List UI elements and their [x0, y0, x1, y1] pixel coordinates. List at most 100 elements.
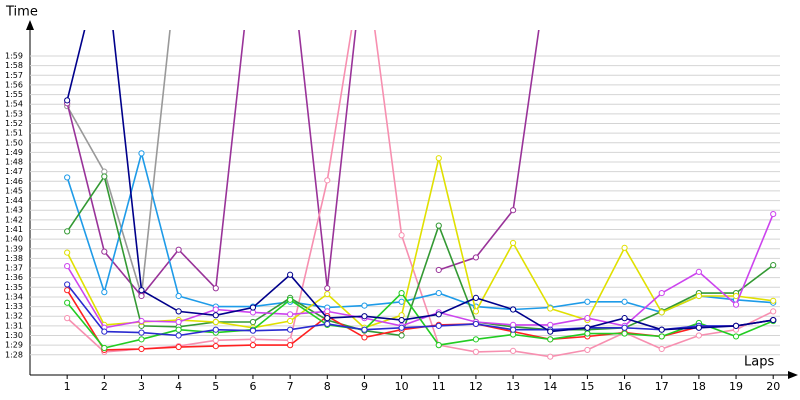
data-point [732, 292, 740, 300]
data-point [287, 311, 294, 318]
x-tick-label: 20 [766, 380, 780, 393]
y-tick-label: 1:33 [5, 302, 23, 311]
x-tick-label: 17 [655, 380, 669, 393]
y-tick-label: 1:37 [5, 264, 23, 273]
data-point [138, 292, 145, 300]
y-tick-label: 1:29 [5, 341, 23, 350]
data-point [621, 324, 628, 331]
y-tick-label: 1:58 [5, 61, 23, 70]
x-tick-label: 4 [175, 380, 182, 393]
data-point [472, 254, 480, 261]
y-tick-label: 1:40 [5, 235, 23, 244]
y-tick-label: 1:48 [5, 158, 23, 167]
data-point [212, 318, 219, 326]
data-point [138, 317, 145, 325]
series-line [66, 291, 774, 349]
data-point [175, 246, 182, 253]
data-point [509, 326, 517, 333]
data-point [175, 326, 182, 333]
data-point [64, 97, 71, 104]
data-point [509, 347, 517, 355]
data-point [435, 342, 442, 349]
data-point [547, 336, 554, 343]
data-point [287, 326, 294, 333]
series-line [66, 30, 171, 296]
x-tick-label: 6 [249, 380, 256, 393]
y-axis-arrow [26, 20, 34, 30]
y-tick-label: 1:35 [5, 283, 23, 292]
data-point [621, 244, 628, 251]
y-tick-label: 1:28 [5, 350, 23, 359]
x-tick-label: 5 [212, 380, 219, 393]
y-tick-label: 1:55 [5, 90, 23, 99]
data-point [324, 320, 331, 328]
data-point [249, 327, 257, 334]
x-tick-label: 12 [469, 380, 483, 393]
y-tick-label: 1:32 [5, 312, 23, 321]
y-tick-label: 1:36 [5, 273, 23, 282]
data-point [324, 285, 331, 292]
data-point [212, 285, 219, 292]
data-point [64, 228, 71, 235]
data-point [287, 271, 294, 278]
data-point [732, 322, 740, 329]
data-point [64, 263, 71, 270]
data-point [175, 318, 182, 326]
x-tick-label: 3 [138, 380, 145, 393]
data-point [398, 298, 405, 305]
data-point [175, 332, 182, 339]
data-point [770, 262, 777, 269]
data-point [695, 324, 702, 331]
data-point [770, 316, 777, 324]
plot-area [64, 30, 777, 360]
data-point [732, 333, 740, 340]
data-point [138, 336, 145, 343]
data-point [621, 330, 628, 337]
data-point [398, 332, 405, 339]
data-point [138, 287, 145, 294]
data-point [101, 248, 108, 255]
data-point [324, 315, 331, 322]
data-point [770, 308, 777, 315]
x-tick-label: 10 [395, 380, 409, 393]
y-tick-label: 1:34 [5, 292, 23, 301]
data-point [658, 289, 665, 297]
data-point [361, 313, 368, 320]
data-point [435, 266, 442, 274]
data-point [64, 315, 71, 322]
data-point [101, 173, 108, 180]
data-point [64, 299, 71, 306]
data-point [64, 174, 71, 181]
series-line [66, 30, 774, 358]
data-point [175, 292, 182, 300]
x-tick-label: 19 [729, 380, 743, 393]
data-point [249, 336, 257, 343]
y-tick-label: 1:45 [5, 186, 23, 195]
x-tick-label: 11 [432, 380, 446, 393]
data-point [324, 177, 331, 184]
data-point [138, 150, 145, 157]
data-point [584, 324, 591, 331]
x-tick-label: 13 [506, 380, 520, 393]
y-tick-label: 1:42 [5, 215, 23, 224]
x-tick-label: 14 [543, 380, 557, 393]
data-point [695, 332, 702, 339]
y-tick-label: 1:52 [5, 119, 23, 128]
data-point [212, 326, 219, 333]
y-tick-label: 1:54 [5, 100, 23, 109]
data-point [287, 317, 294, 325]
y-tick-label: 1:53 [5, 109, 23, 118]
y-tick-label: 1:47 [5, 167, 23, 176]
data-point [509, 239, 517, 247]
data-point [138, 329, 145, 336]
data-point [658, 345, 665, 353]
x-tick-label: 8 [324, 380, 331, 393]
y-tick-label: 1:43 [5, 206, 23, 215]
x-tick-label: 18 [692, 380, 706, 393]
x-axis-label: Laps [744, 355, 774, 370]
data-point [509, 306, 517, 313]
data-point [249, 318, 257, 326]
x-tick-label: 15 [580, 380, 594, 393]
data-point [658, 326, 665, 333]
